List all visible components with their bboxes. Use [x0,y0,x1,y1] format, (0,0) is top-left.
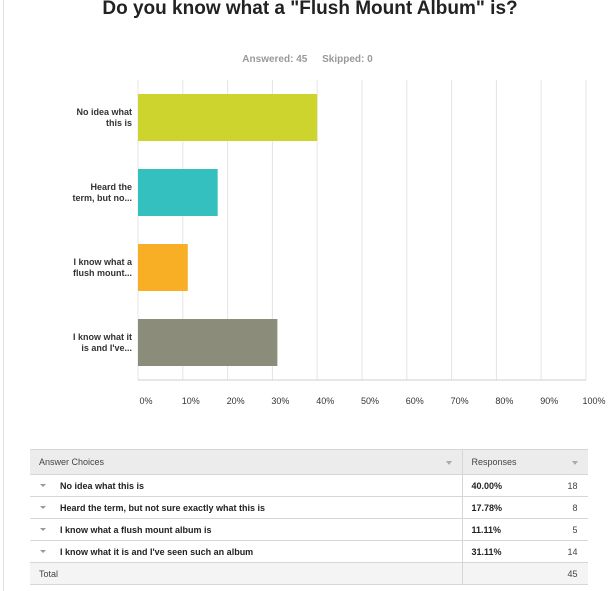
x-tick-label: 60% [406,396,424,406]
x-tick-label: 90% [540,396,558,406]
response-percent: 40.00% [471,480,503,491]
total-row: Total 45 [30,562,588,585]
x-tick-label: 20% [227,396,245,406]
x-tick-label: 40% [316,396,334,406]
total-value: 45 [567,568,578,579]
bar[interactable] [138,169,218,216]
answer-choice-label: Heard the term, but not sure exactly wha… [60,502,266,513]
x-tick-label: 70% [451,396,469,406]
answer-choice-cell: I know what it is and I've seen such an … [30,540,462,563]
category-label: I know what it [73,332,132,342]
response-cell: 31.11% 14 [461,540,588,563]
table-row: Heard the term, but not sure exactly wha… [30,496,588,519]
x-tick-label: 30% [271,396,289,406]
category-label: I know what a [73,257,133,267]
expand-caret-icon[interactable] [40,550,46,554]
bar[interactable] [138,94,318,141]
category-label: this is [106,118,132,128]
answer-choice-cell: Heard the term, but not sure exactly wha… [30,496,462,519]
total-label: Total [30,562,462,585]
table-row: I know what it is and I've seen such an … [30,540,588,563]
total-cell: 45 [461,562,588,585]
response-percent: 11.11% [471,524,502,535]
answer-choice-cell: No idea what this is [30,474,462,497]
expand-caret-icon[interactable] [40,484,46,488]
sort-arrow-icon[interactable] [572,461,578,465]
table-header-row: Answer Choices Responses [30,449,588,475]
response-stats: Answered: 45 Skipped: 0 [0,54,615,65]
answer-choice-label: No idea what this is [60,480,145,491]
table-row: No idea what this is 40.00% 18 [30,474,588,497]
response-percent: 17.78% [471,502,503,513]
bar-chart: 0% 10% 20% 30% 40% 50% 60% 70% 80% 90% 100% No idea… [73,80,606,406]
responses-header[interactable]: Responses [461,449,588,475]
response-count: 5 [572,524,578,535]
expand-caret-icon[interactable] [40,528,46,532]
x-tick-label: 100% [582,396,605,406]
expand-caret-icon[interactable] [40,506,46,510]
answered-count: Answered: 45 [242,54,308,65]
response-percent: 31.11% [471,546,502,557]
bar[interactable] [138,319,278,366]
table-row: I know what a flush mount album is 11.11%… [30,518,588,541]
x-tick-label: 80% [495,396,513,406]
skipped-count: Skipped: 0 [322,54,373,65]
answer-choice-cell: I know what a flush mount album is [30,518,462,541]
category-label: Heard the [90,182,132,192]
answer-choice-label: I know what a flush mount album is [60,524,212,535]
category-label: flush mount... [73,268,132,278]
responses-header-label: Responses [471,457,517,467]
response-cell: 11.11% 5 [461,518,588,541]
category-label: is and I've... [81,343,132,353]
response-cell: 40.00% 18 [461,474,588,497]
page-left-border [3,0,4,591]
response-count: 14 [567,546,578,557]
response-count: 8 [572,502,578,513]
response-cell: 17.78% 8 [461,496,588,519]
x-tick-label: 10% [182,396,200,406]
x-tick-label: 0% [139,396,152,406]
bar[interactable] [138,244,188,291]
category-label: term, but no... [73,193,133,203]
x-tick-label: 50% [361,396,379,406]
response-count: 18 [567,480,578,491]
category-label: No idea what [76,107,132,117]
question-title: Do you know what a "Flush Mount Album" i… [102,0,518,19]
answer-choices-header-label: Answer Choices [39,457,105,467]
answer-choice-label: I know what it is and I've seen such an … [60,546,254,557]
answer-choices-header[interactable]: Answer Choices [30,449,462,475]
answer-choices-table: Answer Choices Responses No idea what th… [30,449,588,585]
sort-arrow-icon[interactable] [445,461,452,465]
